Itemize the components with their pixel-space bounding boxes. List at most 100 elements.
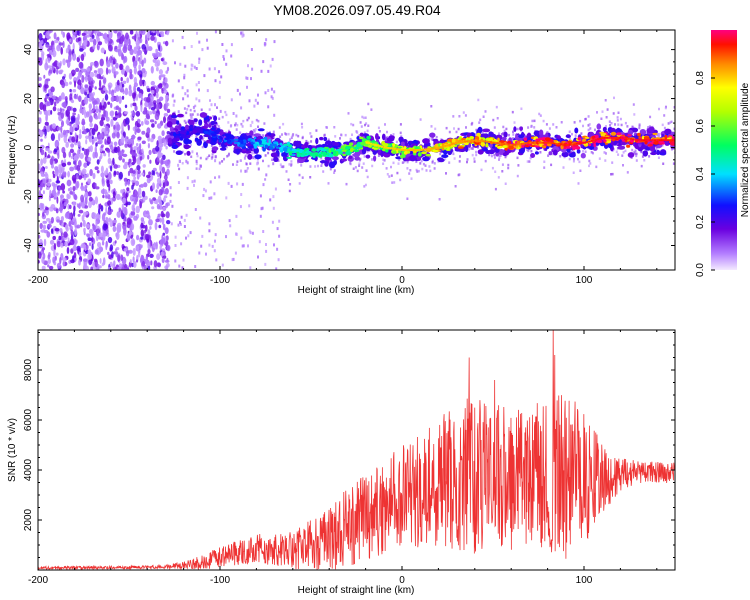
noise-speck xyxy=(206,38,208,42)
envelope-blob xyxy=(548,151,553,156)
noise-speck xyxy=(144,81,147,86)
haze-cell xyxy=(547,154,550,157)
noise-speck xyxy=(200,164,202,168)
haze-cell xyxy=(278,126,281,129)
noise-speck xyxy=(117,266,122,270)
ridge-cell xyxy=(425,153,432,157)
ridge-cell xyxy=(541,145,547,149)
ridge-peak-cell xyxy=(601,137,604,139)
noise-speck xyxy=(104,170,108,176)
haze-cell xyxy=(240,147,243,150)
haze-cell xyxy=(600,117,603,120)
haze-cell xyxy=(221,115,224,119)
noise-speck xyxy=(104,93,109,101)
noise-speck xyxy=(71,136,76,143)
spectrogram-marks xyxy=(38,30,675,270)
noise-speck xyxy=(118,171,124,180)
noise-speck xyxy=(54,39,59,44)
noise-speck xyxy=(150,138,154,143)
noise-speck xyxy=(278,219,281,223)
ridge-cell xyxy=(497,137,500,142)
noise-speck xyxy=(40,138,43,142)
haze-cell xyxy=(297,134,300,138)
noise-speck xyxy=(84,84,89,89)
noise-speck xyxy=(132,247,136,256)
ridge-peak-cell xyxy=(527,141,530,144)
noise-speck xyxy=(156,123,162,129)
noise-speck xyxy=(68,220,72,227)
haze-cell xyxy=(501,163,504,166)
noise-speck xyxy=(133,66,137,75)
ridge-peak-cell xyxy=(509,143,512,146)
noise-speck xyxy=(106,136,111,145)
noise-speck xyxy=(61,102,66,108)
haze-cell xyxy=(205,157,208,161)
haze-cell xyxy=(577,157,579,161)
noise-speck xyxy=(93,123,97,130)
noise-speck xyxy=(118,207,122,212)
noise-speck xyxy=(214,79,217,83)
ridge-cell xyxy=(664,134,668,140)
noise-speck xyxy=(87,30,92,35)
noise-speck xyxy=(139,201,142,209)
x-tick-label: -200 xyxy=(28,275,48,286)
noise-speck xyxy=(47,154,50,158)
haze-cell xyxy=(655,148,658,152)
haze-cell xyxy=(242,119,245,123)
noise-speck xyxy=(156,262,161,268)
haze-cell xyxy=(236,160,239,163)
noise-speck xyxy=(108,89,112,95)
ridge-peak-cell xyxy=(409,149,412,151)
noise-speck xyxy=(123,164,128,170)
ridge-cell xyxy=(179,131,183,134)
haze-cell xyxy=(552,123,555,126)
noise-speck xyxy=(193,183,195,187)
haze-cell xyxy=(419,162,422,165)
noise-speck xyxy=(136,87,141,92)
noise-speck xyxy=(126,187,130,192)
haze-cell xyxy=(501,170,504,173)
haze-cell xyxy=(605,125,607,128)
noise-speck xyxy=(44,62,49,71)
noise-speck xyxy=(73,252,77,259)
noise-speck xyxy=(278,234,281,238)
ridge-cell xyxy=(268,146,274,150)
ridge-peak-cell xyxy=(627,137,630,140)
y-tick-label: 8000 xyxy=(23,358,34,381)
haze-cell xyxy=(477,146,480,149)
ridge-cell xyxy=(516,140,520,144)
noise-speck xyxy=(128,249,133,254)
noise-speck xyxy=(158,140,162,148)
ridge-peak-cell xyxy=(531,141,534,144)
ridge-peak-cell xyxy=(649,139,652,142)
haze-cell xyxy=(526,148,529,151)
noise-speck xyxy=(60,196,63,204)
noise-speck xyxy=(50,110,53,115)
noise-speck xyxy=(45,186,50,190)
noise-speck xyxy=(95,30,100,34)
noise-speck xyxy=(109,55,112,63)
noise-speck xyxy=(136,245,140,251)
envelope-blob xyxy=(166,121,173,128)
haze-cell xyxy=(267,164,270,168)
haze-cell xyxy=(358,162,361,165)
noise-speck xyxy=(148,111,153,115)
noise-speck xyxy=(271,57,274,61)
noise-speck xyxy=(218,175,221,179)
haze-cell xyxy=(418,169,420,173)
haze-cell xyxy=(479,118,482,122)
haze-cell xyxy=(322,170,325,173)
noise-speck xyxy=(41,203,45,210)
ridge-peak-cell xyxy=(516,143,519,146)
noise-speck xyxy=(141,68,146,74)
noise-speck xyxy=(156,177,162,184)
noise-speck xyxy=(214,30,217,34)
noise-speck xyxy=(116,39,121,43)
ridge-peak-cell xyxy=(490,141,493,144)
noise-speck xyxy=(73,77,77,84)
envelope-blob xyxy=(175,150,183,155)
ridge-cell xyxy=(508,145,514,150)
noise-speck xyxy=(213,192,216,196)
haze-cell xyxy=(408,172,411,175)
noise-speck xyxy=(265,38,268,42)
